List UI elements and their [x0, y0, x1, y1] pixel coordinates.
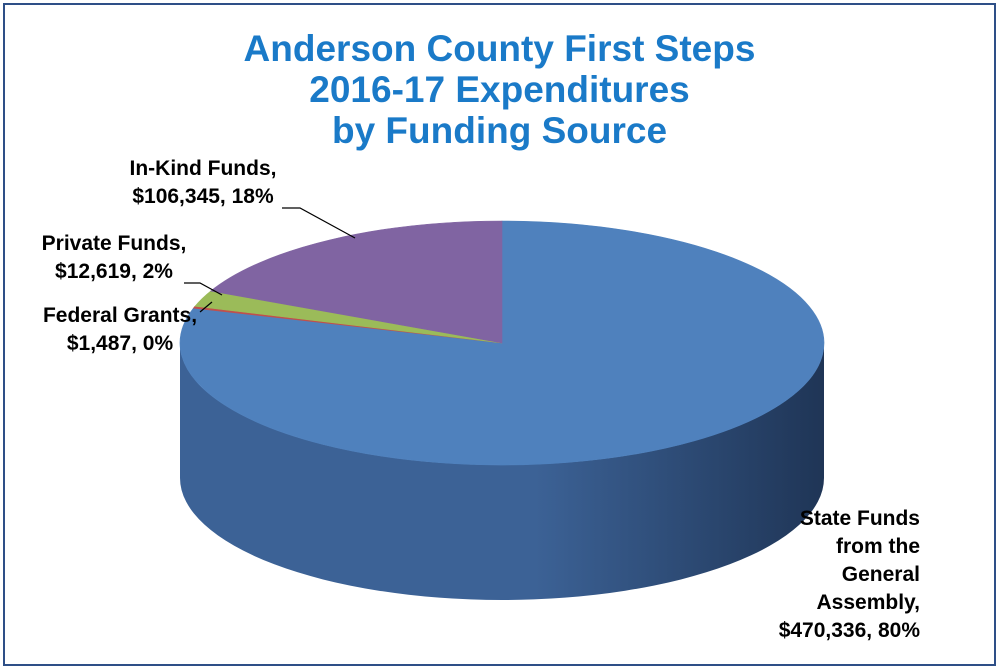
- data-label-state-funds: State Funds from the General Assembly, $…: [720, 505, 920, 645]
- data-label-state-funds-line-4: Assembly,: [816, 591, 921, 614]
- data-label-state-funds-line-3: General: [841, 563, 920, 586]
- chart-title-line-3: by Funding Source: [331, 110, 668, 151]
- leader-line-private-funds: [184, 282, 223, 296]
- data-label-in-kind-funds-line-1: In-Kind Funds,: [129, 157, 277, 180]
- chart-title-line-2: 2016-17 Expenditures: [309, 69, 690, 110]
- data-label-private-funds: Private Funds, $12,619, 2%: [14, 230, 214, 286]
- leader-line-in-kind-funds: [282, 207, 356, 239]
- data-label-private-funds-line-2: $12,619, 2%: [55, 260, 173, 283]
- data-label-federal-grants-line-2: $1,487, 0%: [66, 332, 174, 355]
- data-label-state-funds-line-1: State Funds: [799, 507, 920, 530]
- data-label-in-kind-funds: In-Kind Funds, $106,345, 18%: [108, 155, 298, 211]
- data-label-federal-grants: Federal Grants, $1,487, 0%: [20, 302, 220, 358]
- data-label-state-funds-line-5: $470,336, 80%: [778, 619, 920, 642]
- slice-in-kind-funds: [209, 220, 503, 344]
- data-label-federal-grants-line-1: Federal Grants,: [42, 304, 198, 327]
- data-label-state-funds-line-2: from the: [836, 535, 920, 558]
- chart-title: Anderson County First Steps 2016-17 Expe…: [0, 28, 999, 151]
- slice-side-state-funds-from-the-general-assembly: [180, 343, 824, 600]
- leader-line-federal-grants: [199, 301, 213, 313]
- chart-title-line-1: Anderson County First Steps: [243, 28, 756, 69]
- data-label-private-funds-line-1: Private Funds,: [41, 232, 187, 255]
- data-label-in-kind-funds-line-2: $106,345, 18%: [132, 185, 274, 208]
